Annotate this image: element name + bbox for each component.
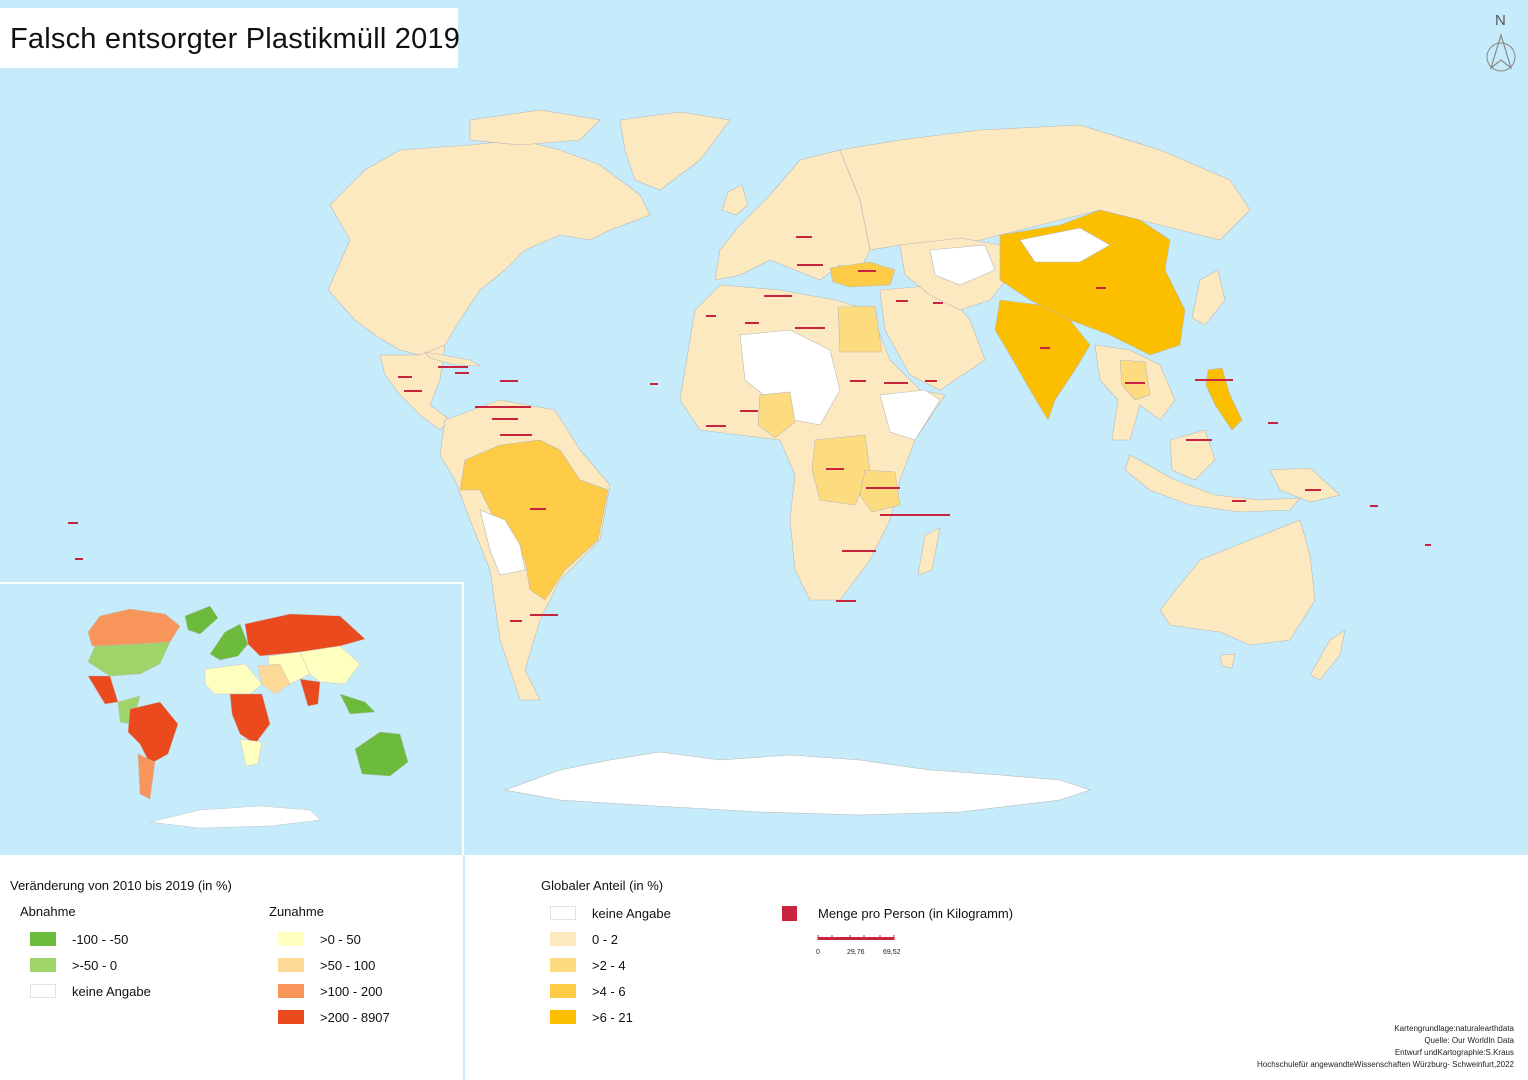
legend-decrease-heading: Abnahme bbox=[20, 904, 76, 919]
inset-antarctica[interactable] bbox=[149, 805, 321, 829]
country-canada-islands[interactable] bbox=[469, 109, 601, 146]
inset-greenland[interactable] bbox=[184, 605, 219, 635]
per-person-scale-bar bbox=[817, 935, 895, 940]
credit-author: Entwurf undKartographie:S.Kraus bbox=[1394, 1048, 1514, 1057]
legend-swatch-share-4 bbox=[550, 1010, 576, 1024]
credit-basemap: Kartengrundlage:naturalearthdata bbox=[1394, 1024, 1514, 1033]
legend-swatch-decrease-1 bbox=[30, 932, 56, 946]
legend-label-share-nodata: keine Angabe bbox=[592, 906, 671, 921]
credit-source: Quelle: Our WorldIn Data bbox=[1424, 1036, 1514, 1045]
inset-southeast-asia[interactable] bbox=[339, 693, 376, 715]
inset-map-svg bbox=[87, 605, 409, 829]
scale-label-2: 69,52 bbox=[883, 949, 901, 956]
legend-label-increase-4: >200 - 8907 bbox=[320, 1010, 390, 1025]
legend-increase-heading: Zunahme bbox=[269, 904, 324, 919]
country-tanzania[interactable] bbox=[859, 469, 901, 513]
country-india[interactable] bbox=[994, 299, 1091, 421]
legend-swatch-decrease-2 bbox=[30, 958, 56, 972]
world-map[interactable] bbox=[0, 0, 1528, 855]
inset-usa[interactable] bbox=[87, 641, 171, 677]
inset-southern-africa[interactable] bbox=[239, 738, 263, 767]
title-box: Falsch entsorgter Plastikmüll 2019 bbox=[0, 8, 461, 68]
legend-label-increase-3: >100 - 200 bbox=[320, 984, 383, 999]
legend-label-decrease-1: -100 - -50 bbox=[72, 932, 129, 947]
legend-swatch-increase-1 bbox=[278, 932, 304, 946]
country-europe[interactable] bbox=[714, 149, 871, 281]
country-borneo[interactable] bbox=[1169, 429, 1216, 481]
country-horn-of-africa[interactable] bbox=[879, 389, 941, 441]
country-indonesia[interactable] bbox=[1124, 454, 1301, 513]
inset-mexico[interactable] bbox=[87, 675, 119, 705]
country-sahel[interactable] bbox=[739, 329, 841, 426]
inset-russia[interactable] bbox=[244, 613, 366, 657]
legend-swatch-decrease-nodata bbox=[30, 984, 56, 998]
country-madagascar[interactable] bbox=[917, 527, 941, 576]
legend-label-share-4: >6 - 21 bbox=[592, 1010, 633, 1025]
country-bolivia[interactable] bbox=[479, 509, 526, 576]
inset-change-map[interactable] bbox=[0, 582, 464, 855]
country-russia[interactable] bbox=[839, 124, 1251, 251]
credit-institution: Hochschulefür angewandteWissenschaften W… bbox=[1256, 1060, 1514, 1069]
country-new-zealand[interactable] bbox=[1309, 629, 1346, 681]
country-thailand[interactable] bbox=[1119, 359, 1151, 401]
country-australia[interactable] bbox=[1159, 519, 1316, 646]
inset-canada[interactable] bbox=[87, 608, 181, 647]
legend-swatch-share-nodata bbox=[550, 906, 576, 920]
legend-swatch-increase-3 bbox=[278, 984, 304, 998]
legend-label-share-2: >2 - 4 bbox=[592, 958, 626, 973]
country-antarctica[interactable] bbox=[503, 751, 1091, 816]
legend-change-heading: Veränderung von 2010 bis 2019 (in %) bbox=[10, 878, 232, 893]
country-mongolia[interactable] bbox=[1019, 227, 1111, 263]
legend-swatch-per-person bbox=[782, 906, 797, 921]
inset-brazil[interactable] bbox=[127, 701, 179, 765]
country-egypt[interactable] bbox=[837, 305, 883, 353]
legend-label-increase-1: >0 - 50 bbox=[320, 932, 361, 947]
inset-europe[interactable] bbox=[209, 623, 249, 661]
inset-north-africa[interactable] bbox=[204, 663, 263, 695]
legend-share-heading: Globaler Anteil (in %) bbox=[541, 878, 664, 893]
inset-india[interactable] bbox=[299, 678, 321, 707]
country-philippines[interactable] bbox=[1205, 367, 1243, 431]
country-new-guinea[interactable] bbox=[1269, 467, 1341, 503]
north-label: N bbox=[1495, 12, 1506, 29]
inset-middle-east[interactable] bbox=[257, 663, 291, 695]
legend-divider bbox=[463, 855, 465, 1080]
map-title: Falsch entsorgter Plastikmüll 2019 bbox=[10, 23, 461, 55]
inset-australia[interactable] bbox=[354, 731, 409, 777]
legend-label-share-3: >4 - 6 bbox=[592, 984, 626, 999]
scale-label-1: 29,76 bbox=[847, 949, 865, 956]
inset-china[interactable] bbox=[299, 645, 361, 685]
country-japan[interactable] bbox=[1191, 269, 1226, 326]
country-north-america[interactable] bbox=[327, 139, 651, 356]
country-uk[interactable] bbox=[721, 184, 749, 216]
country-greenland[interactable] bbox=[619, 111, 731, 191]
legend-label-decrease-nodata: keine Angabe bbox=[72, 984, 151, 999]
country-cuba[interactable] bbox=[424, 351, 481, 367]
country-brazil[interactable] bbox=[459, 439, 609, 601]
legend-label-decrease-2: >-50 - 0 bbox=[72, 958, 118, 973]
legend-swatch-increase-2 bbox=[278, 958, 304, 972]
legend-label-per-person: Menge pro Person (in Kilogramm) bbox=[818, 906, 1014, 921]
inset-central-africa[interactable] bbox=[229, 693, 271, 745]
legend-swatch-share-3 bbox=[550, 984, 576, 998]
country-turkey[interactable] bbox=[829, 261, 896, 288]
legend-swatch-increase-4 bbox=[278, 1010, 304, 1024]
legend-label-increase-2: >50 - 100 bbox=[320, 958, 376, 973]
country-tasmania[interactable] bbox=[1219, 653, 1236, 669]
country-kazakhstan[interactable] bbox=[929, 244, 996, 286]
legend-label-share-1: 0 - 2 bbox=[592, 932, 619, 947]
north-arrow-icon bbox=[1486, 32, 1516, 72]
country-nigeria[interactable] bbox=[757, 391, 796, 439]
scale-label-0: 0 bbox=[816, 949, 820, 956]
legend-swatch-share-1 bbox=[550, 932, 576, 946]
per-person-markers bbox=[68, 236, 1431, 622]
legend-swatch-share-2 bbox=[550, 958, 576, 972]
inset-argentina[interactable] bbox=[137, 753, 156, 800]
